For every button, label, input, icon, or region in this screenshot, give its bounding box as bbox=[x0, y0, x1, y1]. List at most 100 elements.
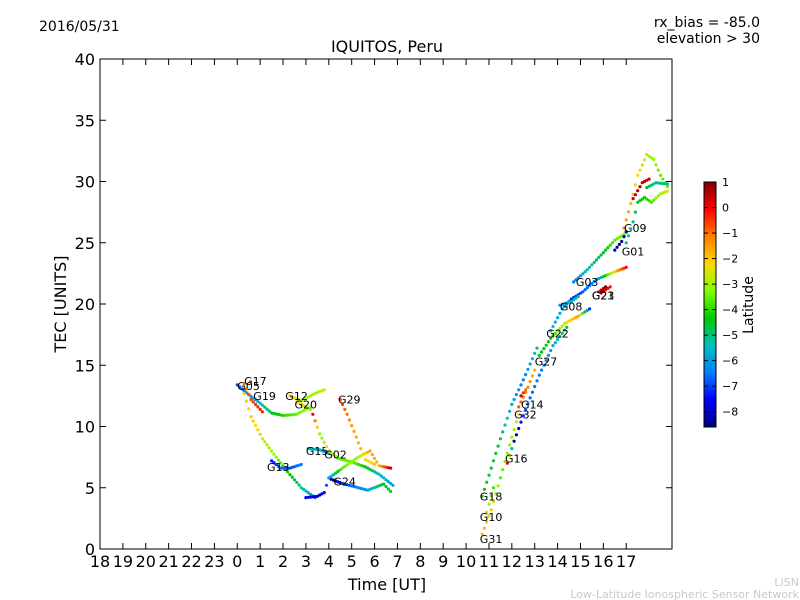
tec-point-g13 bbox=[281, 466, 285, 470]
tec-point-g19 bbox=[286, 470, 290, 474]
tec-point-g08 bbox=[572, 298, 576, 302]
tec-point-g13 bbox=[272, 461, 276, 465]
tec-point-g07 bbox=[375, 460, 379, 464]
colorbar-tick-label: −7 bbox=[722, 380, 738, 393]
tec-point-g03 bbox=[594, 258, 599, 262]
tec-point-g02 bbox=[334, 454, 338, 459]
tec-point-g29 bbox=[340, 402, 345, 407]
series-label-g15: G15 bbox=[306, 445, 329, 458]
tec-point-g18 bbox=[528, 362, 532, 366]
tec-point-g18 bbox=[491, 459, 496, 463]
tec-point-g05 bbox=[265, 407, 269, 411]
tec-point-g02 bbox=[318, 432, 322, 436]
tec-point-g16 bbox=[505, 461, 509, 465]
colorbar-label: Latitude bbox=[741, 276, 757, 334]
tec-point-g09 bbox=[622, 226, 626, 230]
tec-point-g11 bbox=[633, 210, 638, 214]
tec-point-g31 bbox=[501, 468, 505, 472]
tec-point-g19 bbox=[274, 455, 278, 459]
tec-point-g26 bbox=[656, 181, 660, 185]
tec-point-g19 bbox=[304, 489, 308, 493]
series-label-g09: G09 bbox=[624, 222, 647, 235]
y-tick-label: 5 bbox=[85, 479, 95, 498]
tec-point-g03 bbox=[613, 238, 617, 242]
tec-point-g03 bbox=[599, 253, 603, 257]
tec-point-g27 bbox=[558, 326, 562, 331]
tec-point-g31 bbox=[508, 443, 512, 447]
tec-point-g16 bbox=[530, 390, 535, 394]
tec-point-g27 bbox=[556, 329, 560, 333]
tec-point-g16 bbox=[526, 402, 530, 406]
tec-point-g06 bbox=[647, 177, 651, 181]
tec-point-g23 bbox=[606, 286, 610, 290]
series-label-g27: G27 bbox=[535, 356, 558, 369]
series-label-g32: G32 bbox=[514, 408, 537, 421]
tec-point-g01 bbox=[615, 245, 619, 249]
tec-point-g05 bbox=[263, 405, 267, 409]
tec-point-g02 bbox=[389, 481, 393, 486]
tec-point-g13 bbox=[270, 459, 274, 463]
tec-point-g07 bbox=[368, 449, 372, 453]
tec-point-g27 bbox=[551, 334, 555, 338]
tec-point-g16 bbox=[517, 426, 521, 431]
tec-point-g07 bbox=[311, 495, 315, 499]
tec-point-g08 bbox=[574, 296, 578, 300]
tec-point-g16 bbox=[508, 454, 512, 458]
tec-point-g26 bbox=[661, 181, 665, 186]
tec-point-g22 bbox=[592, 279, 596, 284]
tec-point-g17 bbox=[260, 410, 264, 414]
tec-point-g07 bbox=[350, 460, 354, 464]
tec-point-g18 bbox=[503, 423, 507, 427]
y-tick-label: 15 bbox=[75, 356, 95, 375]
tec-point-g16 bbox=[521, 414, 525, 418]
tec-point-g16 bbox=[560, 331, 564, 335]
tec-point-g16 bbox=[546, 353, 551, 357]
tec-point-g11 bbox=[626, 234, 631, 238]
tec-point-g09 bbox=[647, 154, 651, 158]
tec-point-g32 bbox=[533, 368, 537, 372]
tec-point-g11 bbox=[642, 195, 647, 199]
tec-point-g02 bbox=[315, 425, 319, 429]
tec-point-g31 bbox=[512, 428, 516, 432]
tec-point-g09 bbox=[626, 210, 631, 214]
tec-point-g07 bbox=[324, 483, 329, 487]
tec-point-g13 bbox=[283, 466, 287, 470]
tec-point-g31 bbox=[485, 520, 489, 524]
tec-point-g03 bbox=[581, 272, 585, 276]
series-label-g16: G16 bbox=[505, 452, 528, 465]
tec-point-g02 bbox=[331, 453, 335, 457]
series-g06 bbox=[631, 177, 651, 201]
tec-point-g18 bbox=[533, 351, 537, 355]
tec-point-g02 bbox=[324, 445, 329, 449]
tec-point-g17 bbox=[256, 405, 260, 409]
tec-point-g09 bbox=[624, 218, 628, 222]
tec-point-g22 bbox=[590, 282, 594, 286]
tec-point-g13 bbox=[279, 466, 283, 470]
colorbar-ticks: 1 0 −1 −2 −3 −4 −5 −6 −7 −8 bbox=[704, 176, 738, 419]
tec-point-g26 bbox=[665, 182, 670, 186]
tec-point-g03 bbox=[617, 235, 622, 239]
series-g08 bbox=[558, 295, 580, 307]
x-axis-label: Time [UT] bbox=[347, 575, 426, 594]
tec-point-g05 bbox=[242, 389, 246, 393]
tec-point-g17 bbox=[258, 407, 262, 411]
tec-point-g19 bbox=[276, 458, 281, 462]
tec-point-g02 bbox=[382, 476, 386, 480]
tec-point-g02 bbox=[313, 419, 317, 423]
tec-point-g24 bbox=[382, 482, 386, 486]
tec-point-g09 bbox=[645, 152, 649, 157]
series-g11 bbox=[624, 189, 670, 245]
series-label-g10: G10 bbox=[480, 511, 503, 524]
series-g01 bbox=[613, 230, 628, 252]
tec-point-g06 bbox=[633, 193, 638, 197]
tec-point-g17 bbox=[251, 400, 255, 404]
tec-point-g03 bbox=[592, 260, 596, 264]
tec-point-g19 bbox=[272, 452, 276, 456]
tec-point-g11 bbox=[647, 199, 651, 203]
colorbar-tick-label: −3 bbox=[722, 278, 738, 291]
tec-point-g14 bbox=[521, 391, 525, 395]
tec-point-g19 bbox=[308, 492, 313, 496]
tec-point-g13 bbox=[274, 462, 278, 467]
tec-point-g08 bbox=[576, 295, 580, 299]
tec-point-g16 bbox=[562, 328, 567, 332]
